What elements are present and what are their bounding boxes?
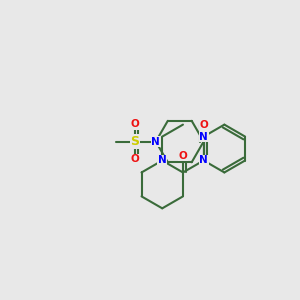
Text: S: S (130, 135, 139, 148)
Text: O: O (199, 121, 208, 130)
Text: N: N (152, 136, 160, 146)
Text: O: O (178, 151, 187, 160)
Text: O: O (130, 154, 139, 164)
Text: N: N (199, 132, 208, 142)
Text: N: N (199, 155, 208, 166)
Text: O: O (130, 119, 139, 129)
Text: N: N (158, 155, 167, 166)
